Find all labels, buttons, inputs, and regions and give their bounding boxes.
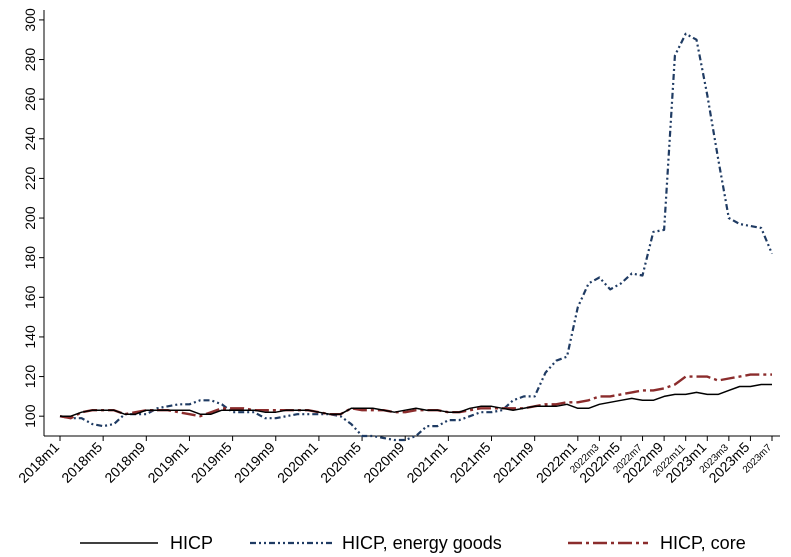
legend-label: HICP [170,533,213,553]
y-tick-label: 260 [22,87,38,111]
legend-label: HICP, energy goods [342,533,502,553]
y-tick-label: 120 [22,365,38,389]
legend-label: HICP, core [660,533,746,553]
y-tick-label: 100 [22,404,38,428]
y-tick-label: 200 [22,206,38,230]
y-tick-label: 240 [22,127,38,151]
y-tick-label: 160 [22,285,38,309]
legend: HICP HICP, energy goods HICP, core [80,533,746,553]
series-layer [59,32,774,442]
y-tick-label: 300 [22,8,38,32]
series-line-hicp-energy-goods [59,32,774,442]
y-tick-label: 180 [22,246,38,270]
y-tick-label: 220 [22,167,38,191]
y-tick-label: 280 [22,48,38,72]
series-line-hicp [60,383,772,417]
series-line-hicp-core [59,373,772,420]
y-tick-label: 140 [22,325,38,349]
